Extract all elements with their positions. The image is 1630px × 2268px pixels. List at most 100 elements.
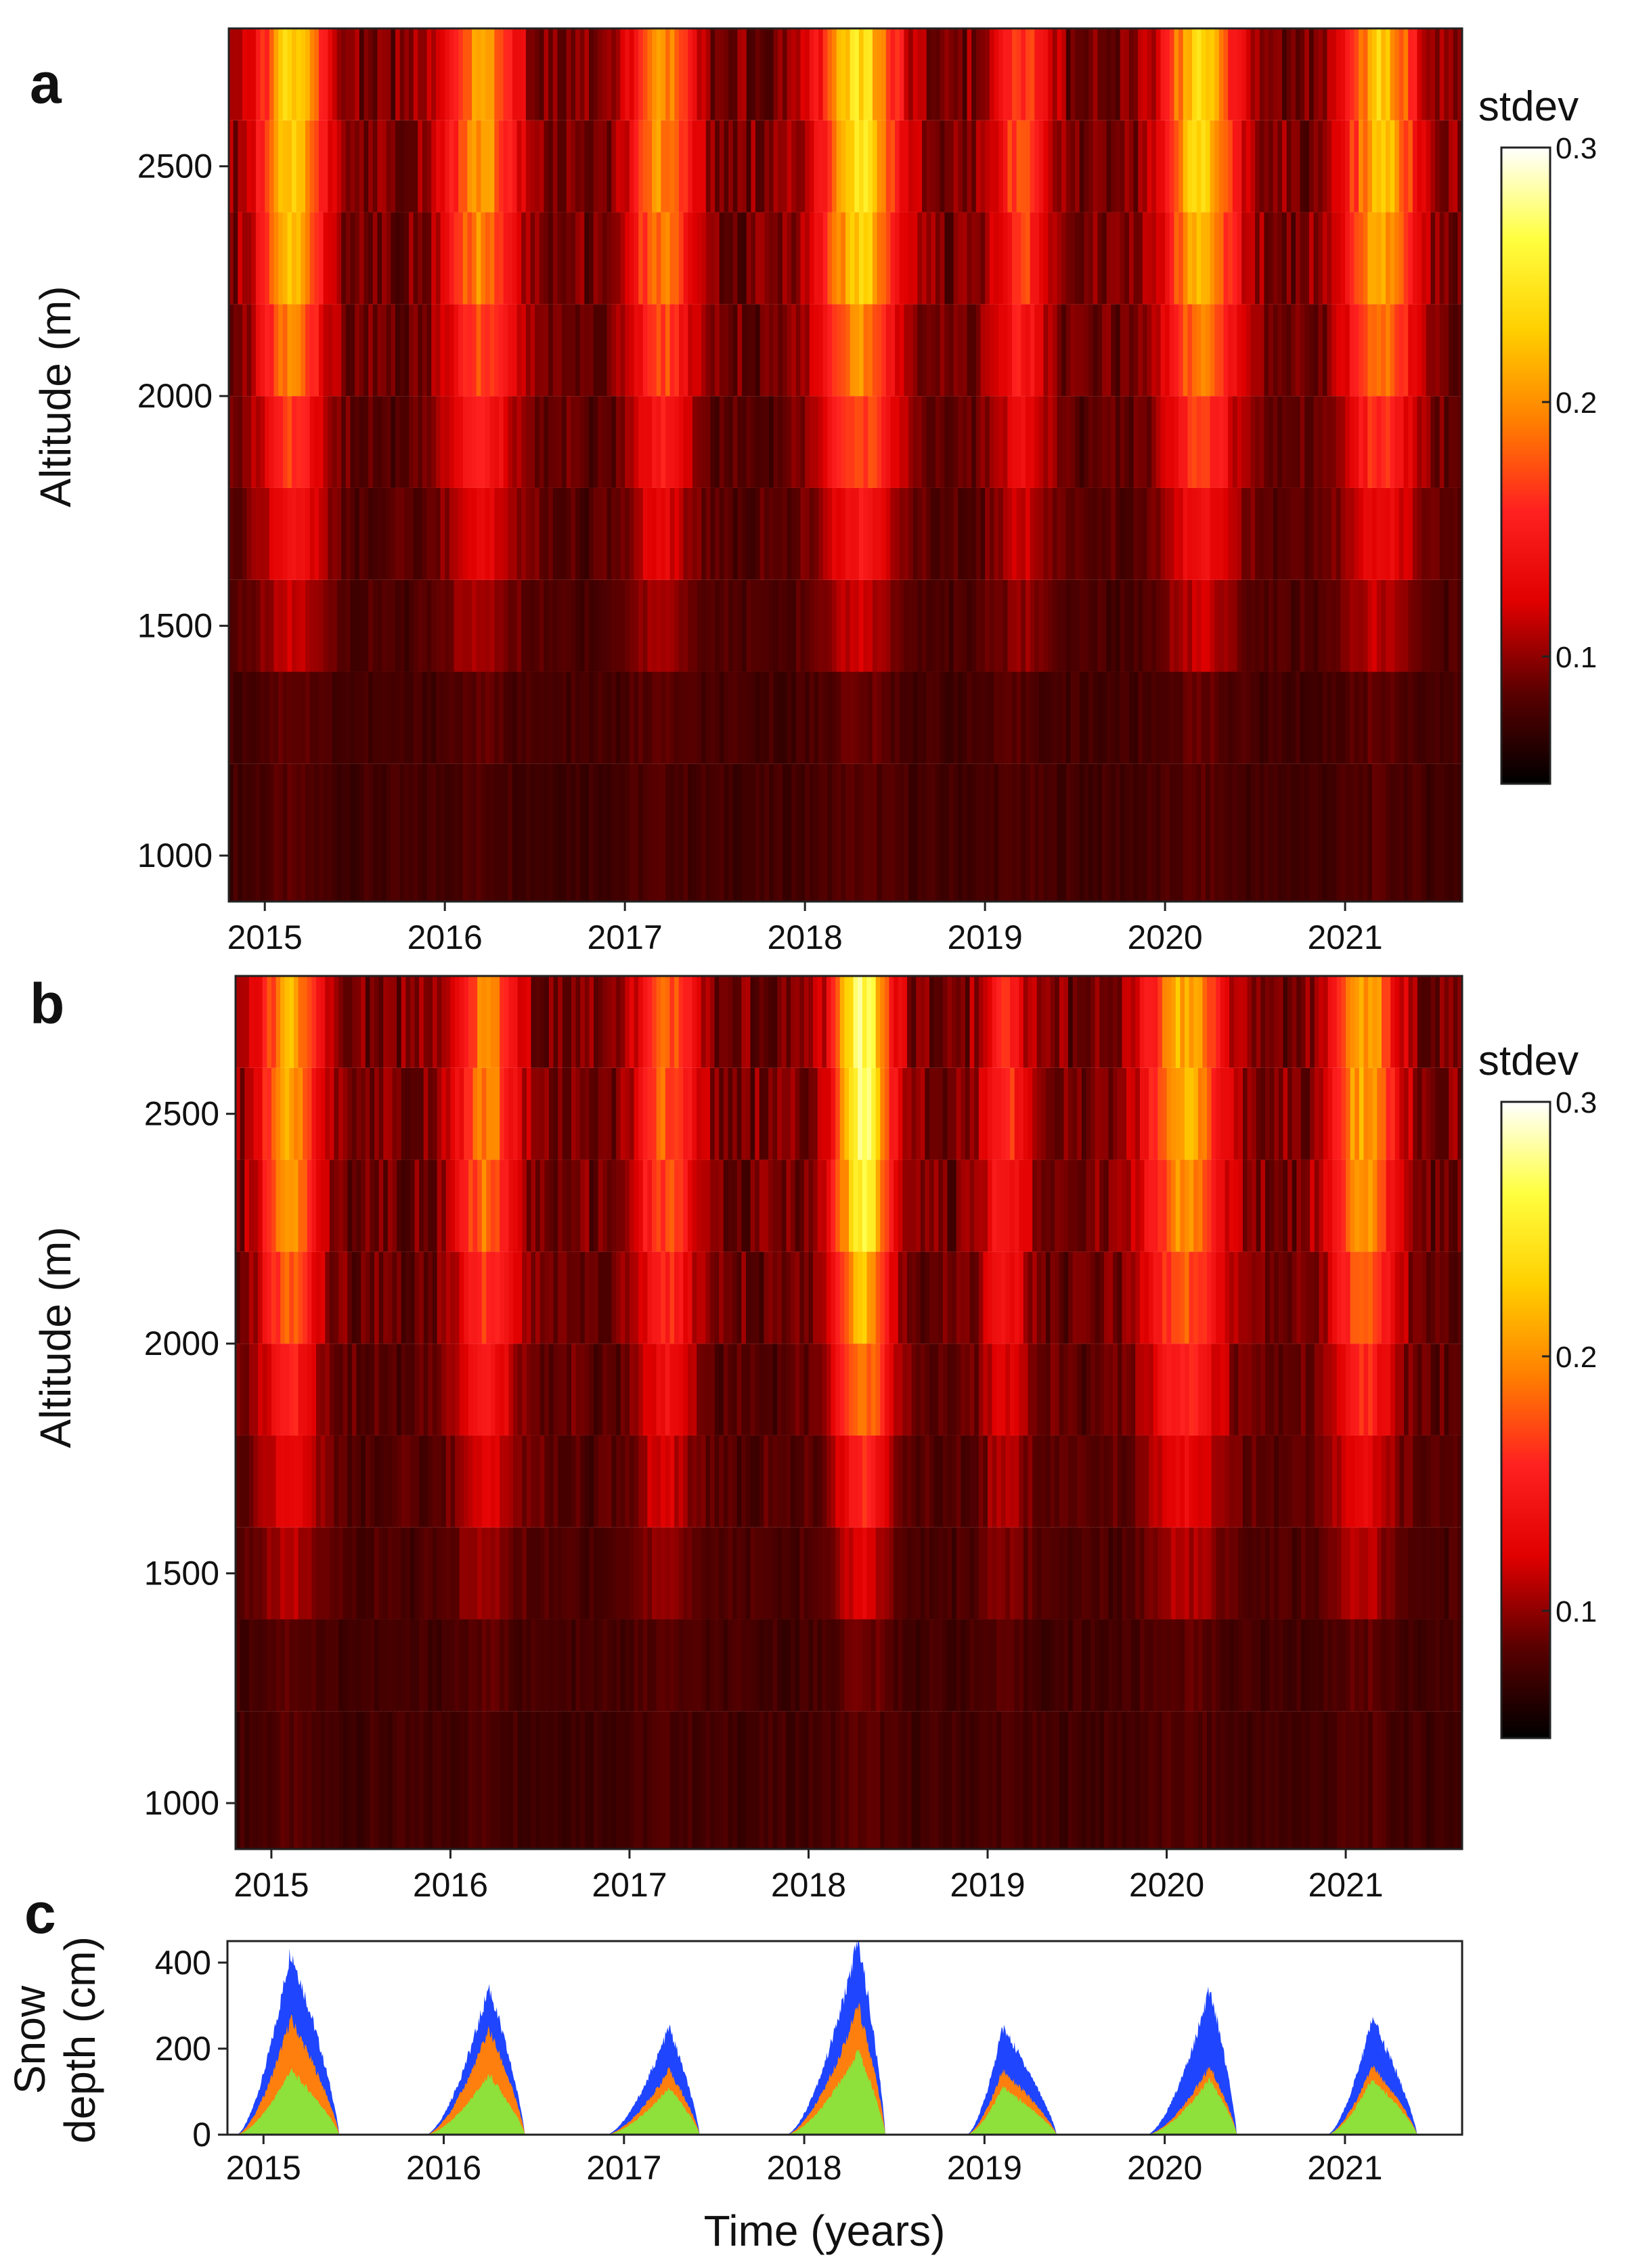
heatmap-cell (678, 212, 684, 305)
heatmap-cell (1264, 487, 1269, 580)
heatmap-cell (822, 304, 829, 397)
heatmap-cell (280, 1711, 286, 1849)
heatmap-cell (1014, 1343, 1020, 1436)
heatmap-cell (863, 304, 869, 397)
heatmap-cell (262, 1527, 268, 1620)
heatmap-cell (1016, 396, 1022, 488)
heatmap-cell (462, 120, 468, 213)
heatmap-cell (994, 579, 999, 672)
heatmap-cell (764, 304, 770, 397)
heatmap-cell (359, 28, 365, 120)
x-tick-label: 2017 (588, 918, 663, 956)
heatmap-cell (768, 396, 774, 488)
heatmap-cell (1000, 1711, 1007, 1849)
heatmap-cell (818, 671, 824, 764)
heatmap-cell (1169, 304, 1175, 397)
heatmap-cell (665, 579, 671, 672)
y-tick-label: 1500 (144, 1555, 219, 1593)
heatmap-cell (947, 1527, 952, 1620)
heatmap-cell (839, 1619, 845, 1712)
heatmap-cell (1278, 1527, 1284, 1620)
heatmap-cell (634, 396, 639, 488)
heatmap-cell (1211, 1343, 1217, 1436)
heatmap-cell (1166, 1619, 1172, 1712)
heatmap-cell (786, 1251, 791, 1344)
heatmap-cell (853, 1435, 859, 1528)
heatmap-cell (1220, 1159, 1226, 1252)
heatmap-cell (1099, 1067, 1105, 1160)
heatmap-cell (1327, 487, 1332, 580)
heatmap-cell (1070, 396, 1076, 488)
heatmap-cell (1408, 1251, 1414, 1344)
heatmap-cell (539, 304, 545, 397)
heatmap-cell (485, 212, 491, 305)
heatmap-cell (1103, 1251, 1109, 1344)
heatmap-cell (397, 1159, 402, 1252)
heatmap-cell (1372, 1711, 1378, 1849)
heatmap-cell (314, 671, 320, 764)
heatmap-cell (516, 671, 523, 764)
heatmap-cell (1422, 1159, 1427, 1252)
heatmap-cell (994, 671, 999, 764)
heatmap-cell (1036, 1251, 1042, 1344)
heatmap-cell (625, 1435, 630, 1528)
heatmap-cell (737, 487, 743, 580)
heatmap-cell (1095, 1343, 1101, 1436)
heatmap-cell (408, 579, 414, 672)
heatmap-cell (1457, 1067, 1463, 1160)
heatmap-cell (634, 1067, 639, 1160)
heatmap-cell (916, 1711, 921, 1849)
x-tick-label: 2015 (234, 1866, 309, 1904)
heatmap-cell (293, 976, 299, 1068)
heatmap-cell (1346, 1619, 1351, 1712)
heatmap-cell (678, 487, 684, 580)
heatmap-cell (841, 304, 846, 397)
heatmap-cell (500, 1435, 505, 1528)
heatmap-cell (1197, 1343, 1204, 1436)
heatmap-cell (1264, 671, 1269, 764)
heatmap-cell (642, 1067, 648, 1160)
heatmap-cell (318, 28, 324, 120)
heatmap-cell (705, 579, 711, 672)
heatmap-cell (262, 1711, 268, 1849)
heatmap-cell (674, 1527, 680, 1620)
heatmap-cell (594, 976, 599, 1068)
heatmap-cell (742, 763, 747, 902)
heatmap-cell (1308, 579, 1315, 672)
heatmap-cell (1081, 1251, 1087, 1344)
heatmap-cell (1322, 763, 1328, 902)
heatmap-cell (911, 1159, 917, 1252)
heatmap-cell (1153, 1159, 1159, 1252)
heatmap-cell (423, 976, 429, 1068)
heatmap-cell (1102, 120, 1107, 213)
heatmap-cell (728, 1343, 733, 1436)
heatmap-cell (1075, 396, 1080, 488)
heatmap-cell (329, 1251, 335, 1344)
heatmap-cell (750, 1619, 755, 1712)
heatmap-cell (709, 1159, 715, 1252)
heatmap-cell (1336, 28, 1342, 120)
heatmap-cell (1077, 1067, 1082, 1160)
heatmap-cell (477, 1343, 483, 1436)
heatmap-cell (871, 1159, 877, 1252)
heatmap-cell (898, 1159, 904, 1252)
heatmap-cell (1005, 1251, 1011, 1344)
heatmap-cell (952, 1711, 957, 1849)
heatmap-cell (345, 212, 351, 305)
heatmap-cell (755, 487, 761, 580)
heatmap-cell (454, 120, 459, 213)
heatmap-cell (526, 1159, 532, 1252)
heatmap-cell (1179, 579, 1184, 672)
heatmap-cell (1223, 487, 1229, 580)
heatmap-cell (656, 304, 662, 397)
heatmap-cell (1390, 212, 1396, 305)
heatmap-cell (1277, 763, 1283, 902)
heatmap-cell (764, 976, 769, 1068)
heatmap-cell (772, 976, 778, 1068)
heatmap-cell (866, 1527, 872, 1620)
heatmap-cell (1050, 1251, 1055, 1344)
heatmap-cell (1260, 1251, 1266, 1344)
heatmap-cell (255, 304, 261, 397)
heatmap-cell (665, 487, 671, 580)
heatmap-cell (236, 1343, 241, 1436)
